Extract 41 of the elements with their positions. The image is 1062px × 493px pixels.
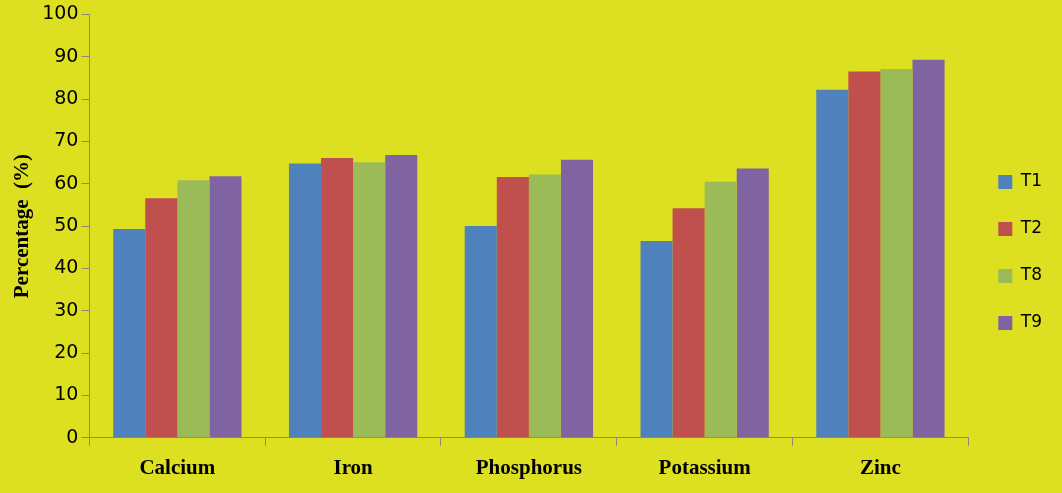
bar [385, 154, 418, 438]
y-tick-label: 90 [54, 43, 79, 66]
y-tick-label: 80 [54, 86, 79, 109]
bar [496, 176, 529, 438]
bar [880, 69, 913, 438]
x-tick-label: Zinc [859, 454, 901, 479]
bar [672, 208, 705, 438]
y-tick-label: 20 [54, 340, 79, 363]
bar [209, 176, 242, 438]
bar [736, 168, 769, 438]
bar [640, 240, 673, 438]
y-tick-label: 30 [54, 297, 79, 320]
bar [145, 198, 178, 438]
y-tick-label: 50 [54, 213, 79, 236]
x-tick-label: Iron [333, 454, 374, 479]
legend-label: T1 [1019, 170, 1042, 191]
y-tick-label: 40 [54, 255, 79, 278]
legend-label: T8 [1019, 264, 1042, 285]
y-tick-label: 70 [54, 128, 79, 151]
y-axis-title: Percentage (%) [9, 153, 34, 299]
bar [560, 159, 594, 438]
bar [321, 157, 354, 438]
x-tick-label: Phosphorus [475, 454, 582, 479]
legend-label: T9 [1019, 311, 1042, 332]
y-tick-label: 0 [66, 424, 79, 447]
bar [816, 89, 849, 438]
bar [704, 181, 737, 438]
bar [288, 163, 322, 438]
bar [848, 71, 881, 438]
bar [113, 229, 146, 438]
legend-label: T2 [1019, 217, 1042, 238]
y-tick-label: 60 [54, 170, 79, 193]
y-tick-label: 10 [54, 382, 79, 405]
bar [464, 226, 497, 438]
bar [177, 180, 210, 438]
bar [528, 174, 561, 438]
bar [912, 59, 945, 438]
bar [353, 162, 386, 438]
y-tick-label: 100 [42, 1, 79, 24]
x-tick-label: Calcium [139, 454, 216, 479]
x-tick-label: Potassium [658, 454, 752, 479]
